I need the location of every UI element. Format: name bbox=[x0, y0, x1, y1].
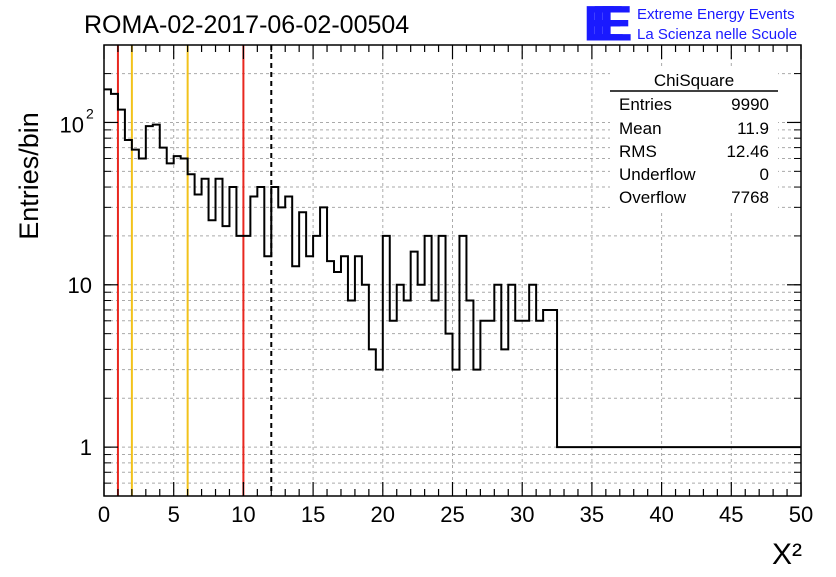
stats-underflow-value: 0 bbox=[760, 165, 769, 184]
axes bbox=[103, 44, 802, 497]
y-axis-label: Entries/bin bbox=[14, 112, 44, 240]
stats-mean-label: Mean bbox=[619, 119, 662, 138]
stats-entries-label: Entries bbox=[619, 95, 672, 114]
logo-line-2: La Scienza nelle Scuole bbox=[637, 26, 797, 43]
stats-overflow-value: 7768 bbox=[731, 188, 769, 207]
stats-underflow-label: Underflow bbox=[619, 165, 696, 184]
y-tick-label-1: 1 bbox=[80, 435, 92, 460]
stats-entries-value: 9990 bbox=[731, 95, 769, 114]
y-tick-label-10: 10 bbox=[68, 273, 92, 298]
chart-title: ROMA-02-2017-06-02-00504 bbox=[84, 11, 409, 39]
stats-title: ChiSquare bbox=[654, 71, 734, 90]
y-tick-label-100-exponent: 2 bbox=[86, 105, 94, 121]
stats-overflow-label: Overflow bbox=[619, 188, 687, 207]
y-tick-label-100-base: 10 bbox=[60, 112, 84, 137]
x-tick-label: 15 bbox=[301, 502, 325, 527]
x-tick-label: 5 bbox=[168, 502, 180, 527]
histogram-line bbox=[104, 88, 801, 449]
x-tick-label: 50 bbox=[789, 502, 813, 527]
stats-rms-label: RMS bbox=[619, 142, 657, 161]
cut-lines bbox=[116, 45, 273, 496]
logo-line-1: Extreme Energy Events bbox=[637, 6, 795, 23]
x-tick-label: 10 bbox=[231, 502, 255, 527]
x-tick-label: 40 bbox=[649, 502, 673, 527]
x-tick-label: 30 bbox=[510, 502, 534, 527]
x-tick-labels: 0 5 10 15 20 25 30 35 40 45 50 bbox=[98, 502, 813, 527]
stats-rms-value: 12.46 bbox=[726, 142, 769, 161]
eee-logo: EEE bbox=[584, 0, 632, 51]
x-tick-label: 25 bbox=[440, 502, 464, 527]
x-tick-label: 20 bbox=[371, 502, 395, 527]
stats-box: ChiSquare Entries 9990 Mean 11.9 RMS 12.… bbox=[610, 68, 778, 210]
x-axis-label: X² bbox=[772, 538, 802, 571]
x-tick-label: 45 bbox=[719, 502, 743, 527]
stats-mean-value: 11.9 bbox=[737, 119, 769, 138]
x-tick-label: 35 bbox=[580, 502, 604, 527]
x-tick-label: 0 bbox=[98, 502, 110, 527]
